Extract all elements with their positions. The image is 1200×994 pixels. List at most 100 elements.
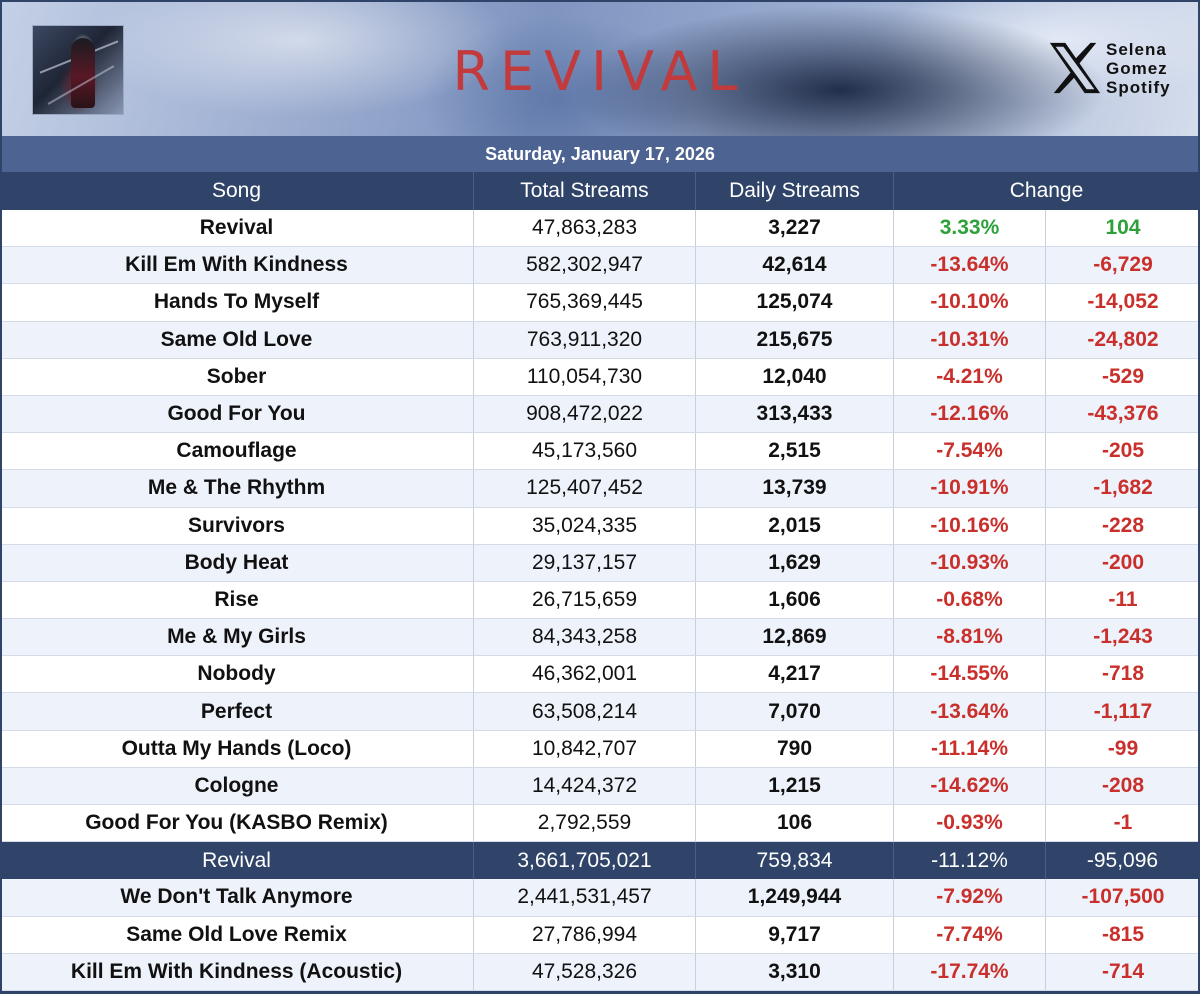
total-streams-cell: 582,302,947 [474, 247, 696, 284]
total-streams-cell: 47,528,326 [474, 953, 696, 990]
daily-streams-cell: 313,433 [696, 395, 894, 433]
song-cell: Same Old Love Remix [0, 916, 474, 953]
daily-streams-cell: 2,015 [696, 507, 894, 544]
change-percent-cell: -8.81% [894, 619, 1046, 656]
change-percent-cell: -10.31% [894, 321, 1046, 358]
song-cell: Body Heat [0, 544, 474, 581]
change-amount-cell: 104 [1105, 216, 1141, 240]
total-streams-cell: 10,842,707 [474, 730, 696, 767]
change-amount-cell: -95,096 [1046, 842, 1200, 880]
total-streams-cell: 765,369,445 [474, 284, 696, 321]
change-amount-cell: -208 [1101, 773, 1145, 797]
column-header-song: Song [0, 172, 474, 210]
change-percent-cell: -13.64% [894, 693, 1046, 730]
change-amount-cell: -1,117 [1093, 699, 1153, 723]
song-cell: Outta My Hands (Loco) [0, 730, 474, 767]
change-amount-cell: -714 [1101, 959, 1145, 983]
table-row: Good For You 908,472,022 313,433 -12.16% -43… [0, 395, 1200, 434]
daily-streams-cell: 3,310 [696, 953, 894, 990]
daily-streams-cell: 12,869 [696, 619, 894, 656]
table-row: Body Heat 29,137,157 1,629 -10.93% -200 [0, 544, 1200, 582]
table-row: Cologne 14,424,372 1,215 -14.62% -208 [0, 767, 1200, 805]
total-streams-cell: 45,173,560 [474, 433, 696, 470]
change-amount-cell: -205 [1101, 439, 1145, 463]
change-percent-cell: -7.74% [894, 916, 1046, 953]
change-amount-cell: -14,052 [1087, 290, 1159, 314]
x-logo-icon [1049, 42, 1101, 94]
daily-streams-cell: 759,834 [696, 842, 894, 880]
brand-line: Spotify [1106, 78, 1171, 97]
change-percent-cell: -7.92% [894, 879, 1046, 916]
daily-streams-cell: 3,227 [696, 210, 894, 247]
total-streams-cell: 14,424,372 [474, 767, 696, 804]
table-row: Good For You (KASBO Remix) 2,792,559 106 -0… [0, 805, 1200, 843]
song-cell: Hands To Myself [0, 284, 474, 321]
table-row: Nobody 46,362,001 4,217 -14.55% -718 [0, 656, 1200, 694]
daily-streams-cell: 2,515 [696, 433, 894, 470]
total-streams-cell: 35,024,335 [474, 507, 696, 544]
table-body: Revival 47,863,283 3,227 3.33% 104 Kill Em Wi… [0, 210, 1200, 991]
change-amount-cell: -24,802 [1087, 327, 1159, 351]
song-cell: Kill Em With Kindness (Acoustic) [0, 953, 474, 990]
change-percent-cell: -11.12% [894, 842, 1046, 880]
change-percent-cell: -0.93% [894, 805, 1046, 842]
table-row: Hands To Myself 765,369,445 125,074 -10.10%… [0, 284, 1200, 322]
change-amount-cell: -1,243 [1093, 625, 1153, 649]
total-streams-cell: 29,137,157 [474, 544, 696, 581]
song-cell: Perfect [0, 693, 474, 730]
song-cell: Camouflage [0, 433, 474, 470]
total-streams-cell: 3,661,705,021 [474, 842, 696, 880]
daily-streams-cell: 9,717 [696, 916, 894, 953]
column-header-total: Total Streams [474, 172, 696, 210]
brand-line: Gomez [1106, 59, 1168, 78]
song-cell: Kill Em With Kindness [0, 247, 474, 284]
song-cell: Revival [0, 210, 474, 247]
table-row: We Don't Talk Anymore 2,441,531,457 1,249,… [0, 879, 1200, 917]
change-amount-cell: -1 [1113, 811, 1133, 835]
table-row: Me & My Girls 84,343,258 12,869 -8.81% -1,24… [0, 619, 1200, 657]
total-streams-cell: 763,911,320 [474, 321, 696, 358]
change-amount-cell: -1,682 [1093, 476, 1153, 500]
song-cell: Good For You [0, 395, 474, 433]
daily-streams-cell: 4,217 [696, 656, 894, 693]
album-total-row: Revival 3,661,705,021 759,834 -11.12% -95,09… [0, 842, 1200, 880]
change-percent-cell: -11.14% [894, 730, 1046, 767]
song-cell: Me & My Girls [0, 619, 474, 656]
daily-streams-cell: 215,675 [696, 321, 894, 358]
album-title: REVIVAL [452, 40, 748, 103]
change-percent-cell: -10.16% [894, 507, 1046, 544]
table-row: Survivors 35,024,335 2,015 -10.16% -228 [0, 507, 1200, 545]
banner: REVIVAL Selena Gomez Spotify [0, 0, 1200, 136]
column-header-change: Change [894, 172, 1200, 210]
table-row: Same Old Love 763,911,320 215,675 -10.31% -2… [0, 321, 1200, 359]
column-header-daily: Daily Streams [696, 172, 894, 210]
change-percent-cell: -13.64% [894, 247, 1046, 284]
change-percent-cell: -4.21% [894, 358, 1046, 395]
total-streams-cell: 2,441,531,457 [474, 879, 696, 916]
daily-streams-cell: 13,739 [696, 470, 894, 507]
daily-streams-cell: 106 [696, 805, 894, 842]
change-percent-cell: -7.54% [894, 433, 1046, 470]
total-streams-cell: 110,054,730 [474, 358, 696, 395]
daily-streams-cell: 790 [696, 730, 894, 767]
change-amount-cell: -815 [1101, 922, 1145, 946]
daily-streams-cell: 42,614 [696, 247, 894, 284]
change-amount-cell: -99 [1107, 736, 1139, 760]
change-amount-cell: -718 [1101, 662, 1145, 686]
change-amount-cell: -228 [1101, 513, 1145, 537]
table-row: Perfect 63,508,214 7,070 -13.64% -1,117 [0, 693, 1200, 731]
table-row: Revival 47,863,283 3,227 3.33% 104 [0, 210, 1200, 248]
table-row: Same Old Love Remix 27,786,994 9,717 -7.74%… [0, 916, 1200, 954]
table-row: Rise 26,715,659 1,606 -0.68% -11 [0, 581, 1200, 620]
daily-streams-cell: 1,606 [696, 581, 894, 619]
album-cover-image [32, 25, 124, 115]
change-percent-cell: -10.10% [894, 284, 1046, 321]
change-percent-cell: -10.93% [894, 544, 1046, 581]
song-cell: Nobody [0, 656, 474, 693]
total-streams-cell: 84,343,258 [474, 619, 696, 656]
change-percent-cell: 3.33% [894, 210, 1046, 247]
table-header: Song Total Streams Daily Streams Change [0, 172, 1200, 210]
change-amount-cell: -107,500 [1081, 885, 1165, 909]
table-row: Kill Em With Kindness 582,302,947 42,614 -1… [0, 247, 1200, 285]
table-row: Outta My Hands (Loco) 10,842,707 790 -11.14… [0, 730, 1200, 768]
